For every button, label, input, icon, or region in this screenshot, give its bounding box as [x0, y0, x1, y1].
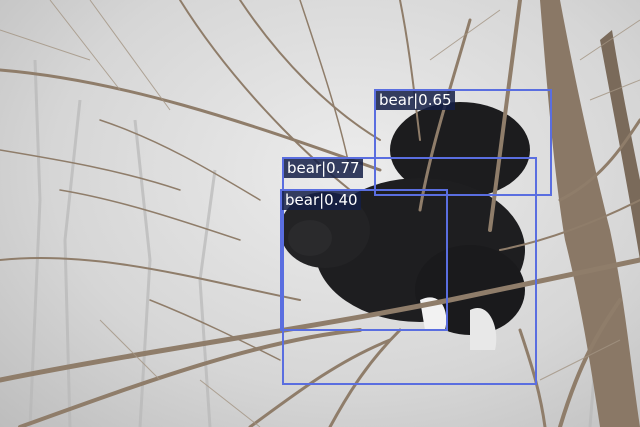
detection-box-bear-1: bear|0.65 — [374, 89, 552, 196]
detection-box-bear-2: bear|0.77 — [282, 157, 537, 385]
detection-label-1: bear|0.65 — [376, 91, 455, 110]
tree-trunk — [540, 0, 640, 427]
detection-label-2: bear|0.77 — [284, 159, 363, 178]
detection-box-bear-3: bear|0.40 — [280, 189, 448, 331]
detection-label-3: bear|0.40 — [282, 191, 361, 210]
bear-silhouette — [280, 102, 530, 350]
